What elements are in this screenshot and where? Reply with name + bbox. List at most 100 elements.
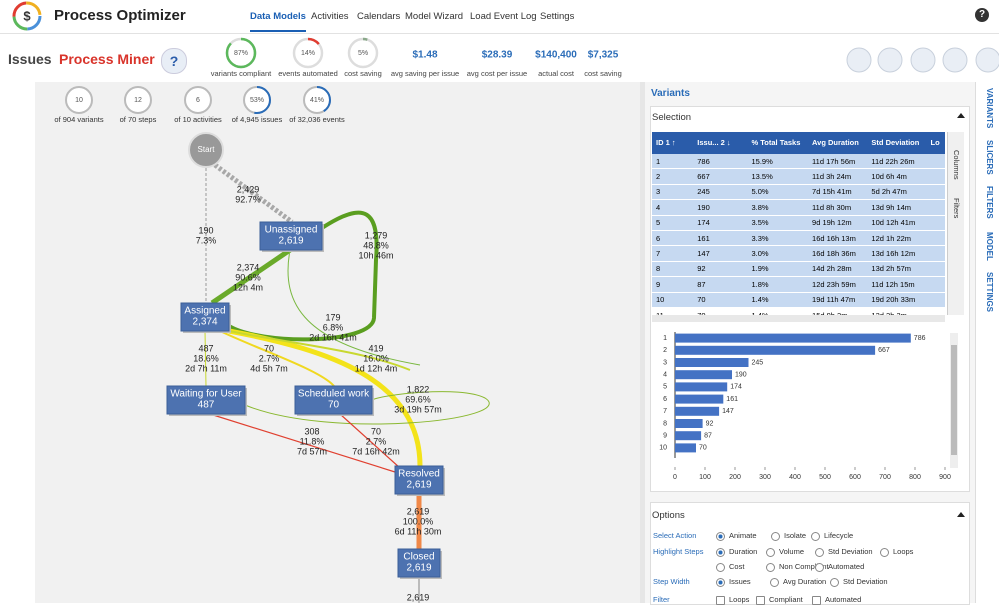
option-item[interactable]: Compliant: [769, 595, 803, 604]
column-header[interactable]: ID 1 ↑: [656, 138, 676, 147]
option-item[interactable]: Duration: [729, 547, 758, 556]
svg-text:$: $: [23, 8, 31, 23]
help-button[interactable]: ?: [161, 48, 187, 74]
radio[interactable]: [815, 563, 824, 572]
stat-ring: [184, 86, 212, 114]
bar[interactable]: [675, 333, 911, 343]
help-button[interactable]: ?: [975, 8, 989, 22]
nav-item[interactable]: Data Models: [250, 11, 306, 32]
bar[interactable]: [675, 345, 876, 355]
side-tab[interactable]: Columns: [952, 150, 961, 180]
node-box[interactable]: [397, 548, 441, 578]
table-row[interactable]: 5 174 3.5% 9d 19h 12m 10d 12h 41m: [652, 215, 945, 231]
radio[interactable]: [716, 563, 725, 572]
table-row[interactable]: 4 190 3.8% 11d 8h 30m 13d 9h 14m: [652, 199, 945, 216]
option-item[interactable]: Std Deviation: [828, 547, 873, 556]
table-row[interactable]: 1 786 15.9% 11d 17h 56m 11d 22h 26m: [652, 154, 945, 169]
node-box[interactable]: [259, 221, 323, 251]
bar[interactable]: [675, 443, 696, 453]
checkbox[interactable]: [756, 596, 765, 605]
option-item[interactable]: Issues: [729, 577, 751, 586]
bar[interactable]: [675, 406, 720, 416]
vertical-tab[interactable]: VARIANTS: [985, 88, 994, 129]
option-item[interactable]: Isolate: [784, 531, 807, 540]
start-node[interactable]: [188, 132, 224, 168]
options-box: [650, 502, 970, 605]
radio[interactable]: [716, 532, 725, 541]
bar[interactable]: [675, 370, 732, 380]
cell: 161: [697, 233, 710, 243]
bar[interactable]: [675, 394, 724, 404]
node-box[interactable]: [394, 465, 444, 495]
bar[interactable]: [675, 431, 702, 441]
radio[interactable]: [771, 532, 780, 541]
option-item[interactable]: Std Deviation: [843, 577, 888, 586]
option-item[interactable]: Animate: [729, 531, 757, 540]
bar[interactable]: [675, 382, 728, 392]
bar[interactable]: [675, 419, 703, 428]
nav-item[interactable]: Load Event Log: [470, 11, 537, 22]
checkbox[interactable]: [812, 596, 821, 605]
column-header[interactable]: Lo: [930, 138, 940, 147]
nav-item[interactable]: Settings: [540, 11, 575, 22]
vertical-tab[interactable]: FILTERS: [985, 186, 994, 219]
column-header[interactable]: % Total Tasks: [751, 138, 801, 147]
table-row[interactable]: 3 245 5.0% 7d 15h 41m 5d 2h 47m: [652, 184, 945, 200]
option-item[interactable]: Lifecycle: [824, 531, 854, 540]
vertical-tab[interactable]: MODEL: [985, 232, 994, 261]
nav-item[interactable]: Model Wizard: [405, 11, 464, 22]
radio[interactable]: [830, 578, 839, 587]
node-box[interactable]: [294, 385, 373, 415]
table-row[interactable]: 6 161 3.3% 16d 16h 13m 12d 1h 22m: [652, 230, 945, 246]
splitter[interactable]: [640, 82, 645, 603]
table-row[interactable]: 11701.4%15d 9h 2m12d 2h 3m: [652, 307, 945, 315]
option-item[interactable]: Avg Duration: [783, 577, 827, 586]
collapse[interactable]: [957, 512, 965, 517]
radio[interactable]: [716, 578, 725, 587]
radio[interactable]: [766, 548, 775, 557]
option-item[interactable]: Volume: [779, 547, 805, 556]
tool-button[interactable]: [846, 47, 872, 73]
side-tab[interactable]: Filters: [952, 198, 961, 219]
vertical-tab[interactable]: SETTINGS: [985, 272, 994, 313]
table-row[interactable]: 9 87 1.8% 12d 23h 59m 11d 12h 15m: [652, 276, 945, 293]
tool-button[interactable]: [975, 47, 999, 73]
column-header[interactable]: Std Deviation: [871, 138, 920, 147]
edge-label: 419: [368, 343, 383, 353]
nav-item[interactable]: Activities: [311, 11, 349, 22]
collapse[interactable]: [957, 113, 965, 118]
column-header[interactable]: Avg Duration: [812, 138, 859, 147]
stat-caption: of 10 activities: [174, 115, 222, 124]
table-row[interactable]: 7 147 3.0% 16d 18h 36m 13d 16h 12m: [652, 245, 945, 262]
radio[interactable]: [811, 532, 820, 541]
logo: $: [12, 1, 42, 31]
tool-button[interactable]: [942, 47, 968, 73]
table-row[interactable]: 2 667 13.5% 11d 3h 24m 10d 6h 4m: [652, 168, 945, 185]
option-item[interactable]: Loops: [893, 547, 914, 556]
vertical-tab[interactable]: SLICERS: [985, 140, 994, 175]
radio[interactable]: [716, 548, 725, 557]
column-header[interactable]: Issu... 2 ↓: [697, 138, 731, 147]
radio[interactable]: [815, 548, 824, 557]
table-row[interactable]: 10 70 1.4% 19d 11h 47m 19d 20h 33m: [652, 292, 945, 308]
radio[interactable]: [880, 548, 889, 557]
option-item[interactable]: Cost: [729, 562, 745, 571]
radio[interactable]: [770, 578, 779, 587]
h-scroll[interactable]: [652, 315, 945, 322]
node-box[interactable]: [166, 385, 246, 415]
option-item[interactable]: Automated: [825, 595, 862, 604]
radio[interactable]: [766, 563, 775, 572]
checkbox[interactable]: [716, 596, 725, 605]
stat-caption: of 904 variants: [54, 115, 103, 124]
tool-button[interactable]: [877, 47, 903, 73]
node-box[interactable]: [180, 302, 230, 332]
table-row[interactable]: 8 92 1.9% 14d 2h 28m 13d 2h 57m: [652, 261, 945, 277]
option-item[interactable]: Non Compliant: [779, 562, 829, 571]
edge-label: 3d 19h 57m: [394, 404, 442, 414]
edge-label: 190: [198, 225, 213, 235]
nav-item[interactable]: Calendars: [357, 11, 401, 22]
bar[interactable]: [675, 358, 749, 367]
option-item[interactable]: Automated: [828, 562, 865, 571]
tool-button[interactable]: [910, 47, 936, 73]
option-item[interactable]: Loops: [729, 595, 750, 604]
